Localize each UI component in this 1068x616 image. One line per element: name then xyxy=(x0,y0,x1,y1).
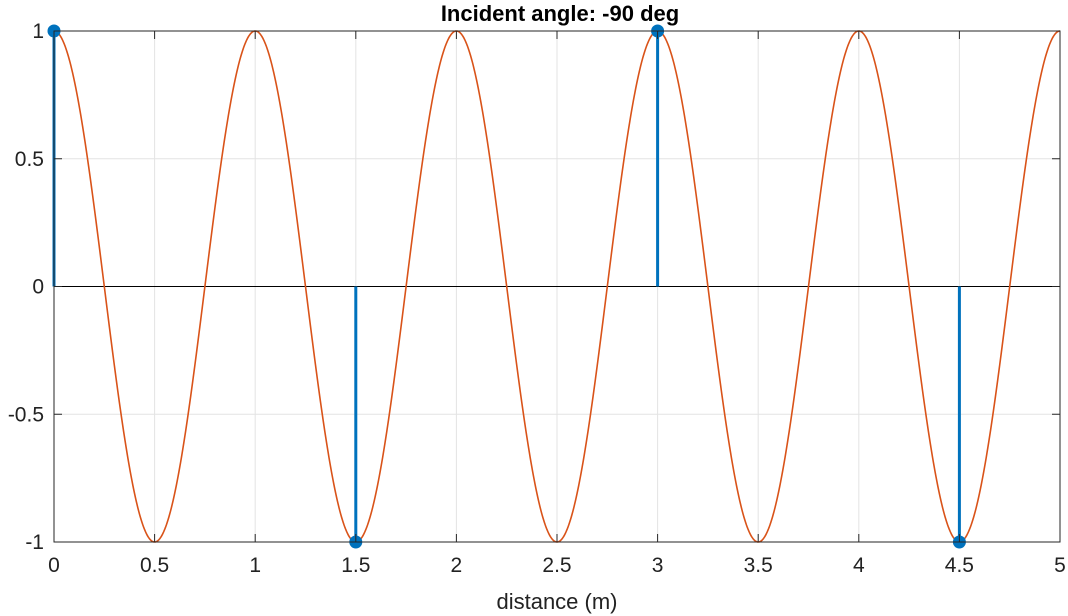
y-tick-label: -0.5 xyxy=(8,403,44,426)
x-tick-label: 1 xyxy=(249,554,261,577)
y-tick-label: -1 xyxy=(25,531,44,554)
x-tick-label: 3.5 xyxy=(744,554,773,577)
x-axis-label: distance (m) xyxy=(496,589,617,614)
x-tick-label: 2 xyxy=(451,554,463,577)
tick-marks xyxy=(53,30,1061,543)
x-tick-label: 4 xyxy=(853,554,865,577)
y-tick-label: 1 xyxy=(32,20,44,43)
chart-title: Incident angle: -90 deg xyxy=(441,1,679,26)
x-tick-label: 2.5 xyxy=(542,554,571,577)
y-tick-labels: -1 -0.5 0 0.5 1 xyxy=(8,20,44,554)
x-tick-label: 3 xyxy=(652,554,664,577)
x-tick-labels: 0 0.5 1 1.5 2 2.5 3 3.5 4 4.5 5 xyxy=(48,554,1066,577)
x-tick-label: 1.5 xyxy=(341,554,370,577)
x-tick-label: 4.5 xyxy=(945,554,974,577)
x-tick-label: 0.5 xyxy=(140,554,169,577)
y-tick-label: 0.5 xyxy=(15,148,44,171)
x-tick-label: 5 xyxy=(1054,554,1066,577)
x-tick-label: 0 xyxy=(48,554,60,577)
y-tick-label: 0 xyxy=(32,276,44,299)
